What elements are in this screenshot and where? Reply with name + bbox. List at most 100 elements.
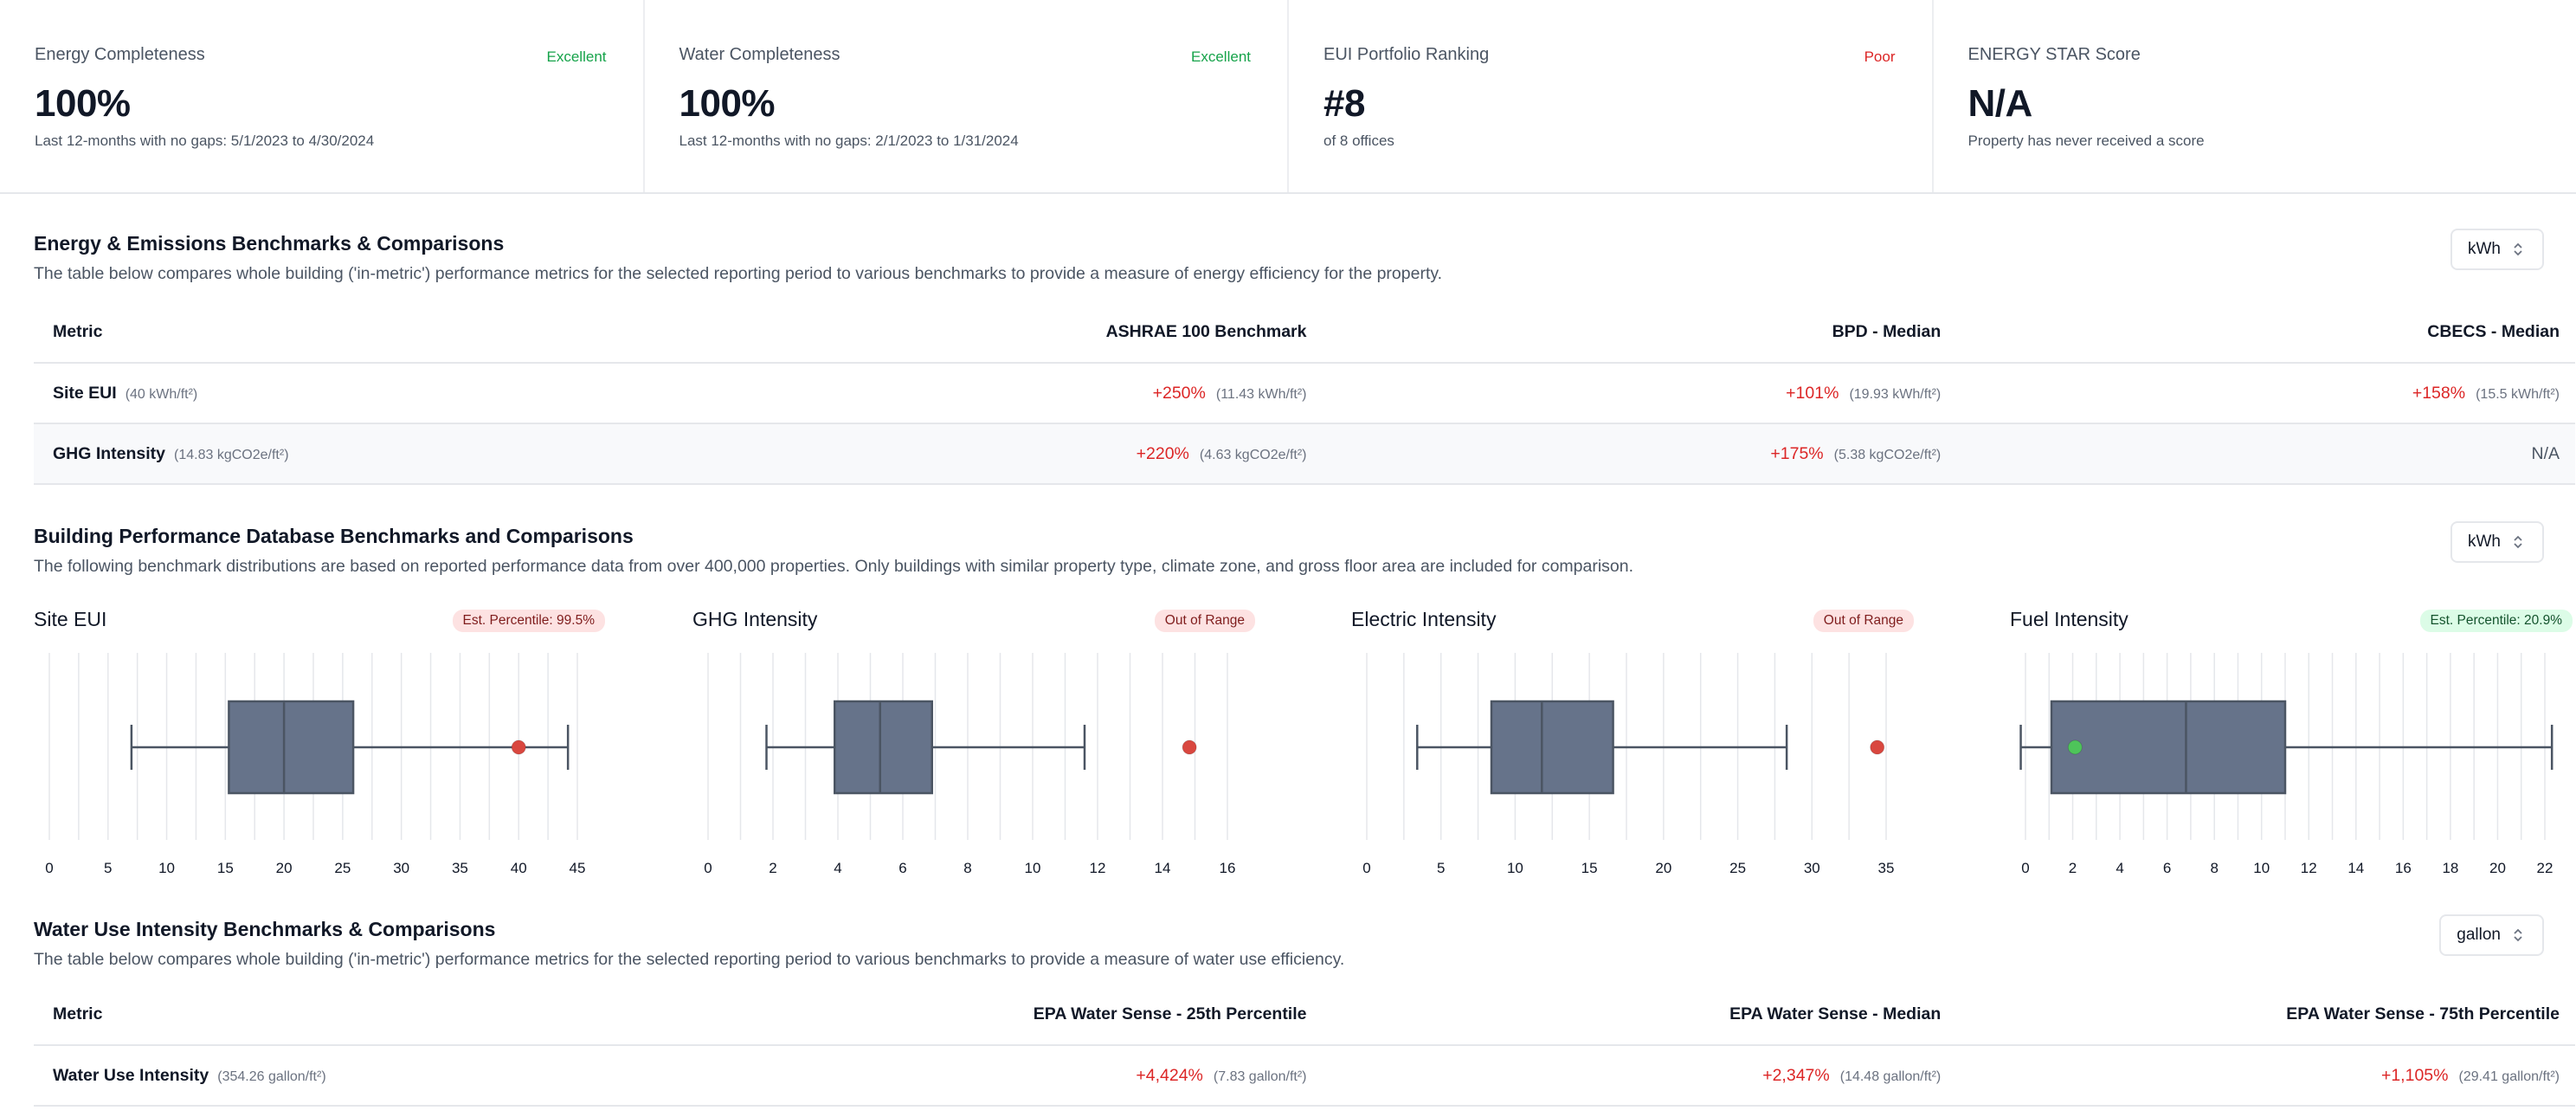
x-tick-label: 20 [2489,860,2506,876]
percent-difference: +175% [1770,443,1824,463]
x-tick-label: 15 [1581,860,1598,876]
boxplot-svg: 0 5 10 15 20 25 30 35 [1362,653,1895,876]
x-tick-label: 6 [2163,860,2171,876]
percent-difference: +250% [1152,383,1206,403]
kpi-card-water-completeness: Water Completeness Excellent 100% Last 1… [645,0,1289,192]
percent-difference: +101% [1786,383,1839,403]
x-tick-label: 5 [1437,860,1445,876]
kpi-subtext: of 8 offices [1323,132,1394,149]
interquartile-box [1490,700,1614,795]
kpi-status-badge: Excellent [1191,48,1251,65]
kpi-row: Energy Completeness Excellent 100% Last … [0,0,2576,194]
kpi-subtext: Last 12-months with no gaps: 5/1/2023 to… [35,132,375,149]
x-tick-label: 25 [334,860,351,876]
column-header: EPA Water Sense - 75th Percentile [2286,1004,2560,1023]
x-tick-label: 4 [834,860,841,876]
chart-title: Fuel Intensity [2010,608,2128,630]
percentile-badge: Est. Percentile: 99.5% [452,610,605,632]
benchmark-value: (15.5 kWh/ft²) [2476,386,2560,402]
percent-difference: +4,424% [1136,1065,1203,1085]
benchmark-value: (19.93 kWh/ft²) [1849,386,1942,402]
x-tick-label: 0 [704,860,712,876]
percent-difference: +158% [2412,383,2466,403]
column-header: CBECS - Median [2427,321,2560,341]
x-tick-label: 15 [217,860,234,876]
energy-unit-select[interactable]: kWh [2450,229,2544,270]
percentile-badge: Est. Percentile: 20.9% [2419,610,2573,632]
water-unit-select[interactable]: gallon [2439,914,2544,956]
building-value-point [1182,739,1197,755]
benchmark-value: (29.41 gallon/ft²) [2458,1069,2560,1084]
unit-select-value: gallon [2457,926,2501,944]
x-tick-label: 0 [1362,860,1370,876]
bpd-unit-select[interactable]: kWh [2450,521,2544,563]
x-tick-label: 30 [393,860,409,876]
x-tick-label: 40 [511,860,527,876]
range-badge: Out of Range [1813,610,1914,632]
x-tick-label: 8 [2210,860,2218,876]
energy-section-header: Energy & Emissions Benchmarks & Comparis… [34,229,2544,284]
x-tick-label: 4 [2116,860,2123,876]
percent-difference: +1,105% [2380,1065,2449,1085]
boxplot-svg: 0 2 4 6 8 10 12 14 16 [704,653,1236,876]
x-tick-label: 2 [769,860,776,876]
kpi-subtext: Last 12-months with no gaps: 2/1/2023 to… [679,132,1019,149]
chevron-up-down-icon [2513,242,2523,257]
interquartile-box [228,700,355,795]
column-header: Metric [53,321,103,341]
metric-value: (14.83 kgCO2e/ft²) [174,447,289,462]
x-tick-label: 22 [2537,860,2553,876]
metric-value: (354.26 gallon/ft²) [217,1069,326,1084]
chevron-up-down-icon [2513,927,2523,943]
table-header: Metric EPA Water Sense - 25th Percentile… [34,984,2575,1046]
kpi-card-energy-completeness: Energy Completeness Excellent 100% Last … [0,0,645,192]
boxplot-site-eui: Site EUI Est. Percentile: 99.5% 0 5 10 15 20… [34,597,605,892]
table-row: Site EUI (40 kWh/ft²) +250% (11.43 kWh/ft²… [34,364,2575,424]
table-row: GHG Intensity (14.83 kgCO2e/ft²) +220% (4.… [34,424,2575,485]
metric-name: Site EUI [53,383,117,403]
percent-difference: +220% [1136,443,1189,463]
interquartile-box [2050,700,2287,795]
building-value-point [511,739,526,755]
bpd-boxplots: Site EUI Est. Percentile: 99.5% 0 5 10 15 20… [0,597,2576,892]
x-tick-label: 45 [570,860,586,876]
metric-value: (40 kWh/ft²) [125,386,198,402]
energy-benchmark-table: Metric ASHRAE 100 Benchmark BPD - Median… [34,301,2575,485]
x-tick-label: 10 [1507,860,1523,876]
percent-difference: +2,347% [1762,1065,1830,1085]
building-value-point [2067,739,2083,755]
kpi-label: ENERGY STAR Score [1967,45,2141,64]
kpi-status-badge: Excellent [546,48,607,65]
x-tick-label: 5 [104,860,112,876]
section-description: The table below compares whole building … [34,950,1345,969]
chart-title: Site EUI [34,608,107,630]
boxplot-electric-intensity: Electric Intensity Out of Range 0 5 10 15 20… [1351,597,1914,892]
table-row: Water Use Intensity (354.26 gallon/ft²) +… [34,1046,2575,1107]
x-tick-label: 8 [963,860,971,876]
benchmark-value: (4.63 kgCO2e/ft²) [1199,447,1307,462]
chevron-up-down-icon [2513,534,2523,550]
column-header: BPD - Median [1832,321,1942,341]
kpi-value: N/A [1967,82,2033,125]
building-value-point [1870,739,1885,755]
section-title: Water Use Intensity Benchmarks & Compari… [34,918,496,940]
kpi-card-energy-star: ENERGY STAR Score N/A Property has never… [1934,0,2576,192]
unit-select-value: kWh [2468,240,2501,258]
column-header: EPA Water Sense - Median [1729,1004,1942,1023]
x-tick-label: 30 [1804,860,1820,876]
x-tick-label: 10 [2253,860,2270,876]
x-tick-label: 16 [1220,860,1236,876]
x-tick-label: 35 [452,860,468,876]
x-tick-label: 6 [898,860,906,876]
benchmark-value: (14.48 gallon/ft²) [1839,1069,1942,1084]
x-tick-label: 0 [45,860,53,876]
kpi-card-eui-ranking: EUI Portfolio Ranking Poor #8 of 8 offic… [1289,0,1934,192]
x-tick-label: 10 [158,860,175,876]
kpi-subtext: Property has never received a score [1967,132,2205,149]
x-tick-label: 35 [1878,860,1895,876]
chart-title: GHG Intensity [692,608,818,630]
kpi-label: Energy Completeness [35,45,205,64]
x-tick-label: 20 [1655,860,1671,876]
column-header: EPA Water Sense - 25th Percentile [1033,1004,1307,1023]
range-badge: Out of Range [1154,610,1255,632]
